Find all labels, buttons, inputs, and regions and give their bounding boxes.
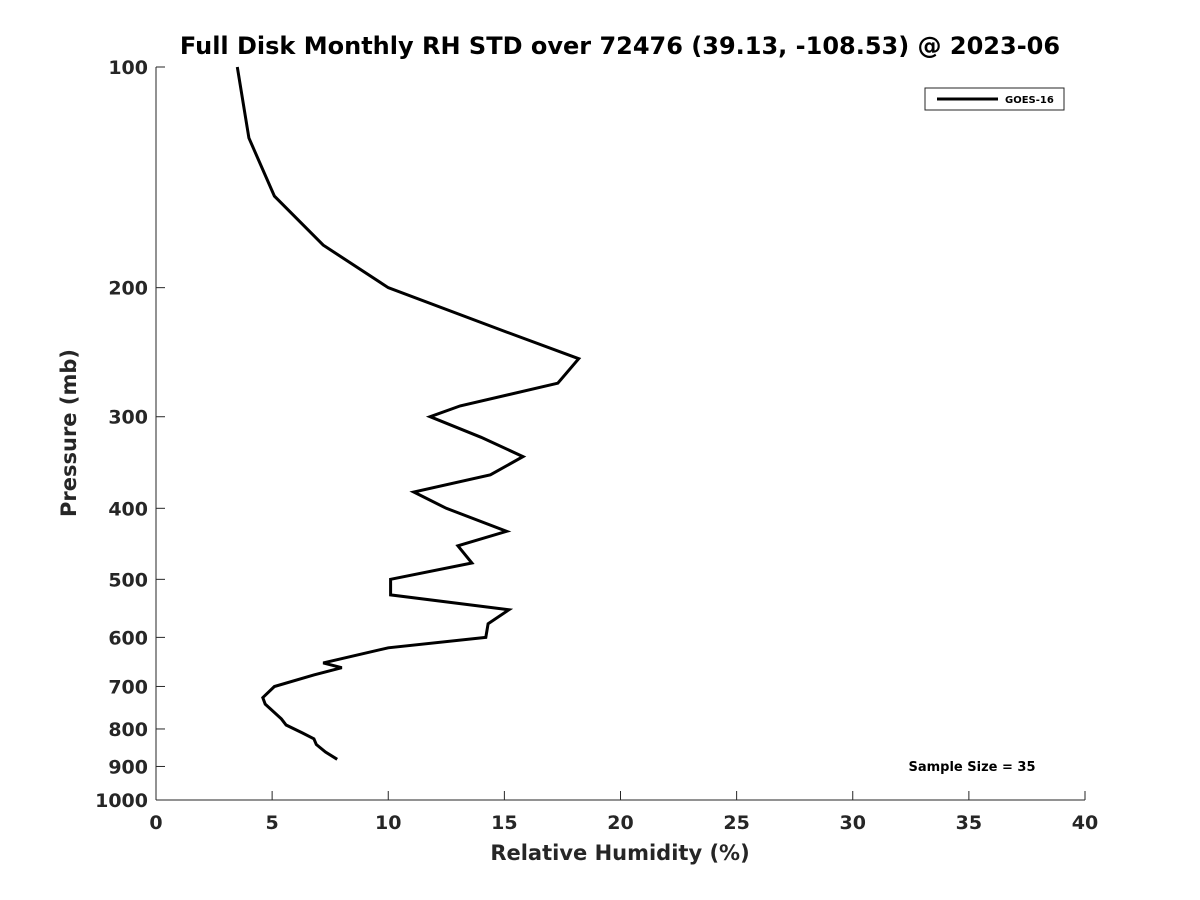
y-tick-label: 700 — [108, 676, 148, 698]
x-tick-label: 5 — [266, 812, 279, 834]
plot-area: 0 5 10 15 20 25 30 35 40 100 200 300 400 500 600 700 80… — [95, 57, 1098, 834]
legend: GOES-16 — [924, 87, 1065, 111]
x-tick-label: 20 — [607, 812, 633, 834]
y-tick-label: 900 — [108, 756, 148, 778]
series-layer — [235, 66, 582, 761]
x-tick-label: 0 — [149, 812, 162, 834]
chart-title: Full Disk Monthly RH STD over 72476 (39.… — [180, 32, 1060, 60]
legend-label-goes-16: GOES-16 — [1005, 95, 1054, 106]
y-tick-label: 1000 — [95, 790, 148, 812]
x-ticks: 0 5 10 15 20 25 30 35 40 — [149, 791, 1098, 834]
y-tick-label: 300 — [108, 407, 148, 429]
y-tick-label: 200 — [108, 278, 148, 300]
y-tick-label: 100 — [108, 57, 148, 79]
x-tick-label: 25 — [723, 812, 749, 834]
x-tick-label: 10 — [375, 812, 401, 834]
x-tick-label: 30 — [840, 812, 866, 834]
y-tick-label: 500 — [108, 569, 148, 591]
x-tick-label: 15 — [491, 812, 517, 834]
y-axis-label: Pressure (mb) — [57, 349, 81, 517]
y-ticks: 100 200 300 400 500 600 700 800 900 1000 — [95, 57, 165, 812]
series-line-goes-16 — [235, 66, 582, 761]
y-tick-label: 800 — [108, 719, 148, 741]
y-tick-label: 400 — [108, 498, 148, 520]
y-tick-label: 600 — [108, 627, 148, 649]
sample-size-annotation: Sample Size = 35 — [908, 760, 1035, 775]
x-tick-label: 35 — [956, 812, 982, 834]
x-tick-label: 40 — [1072, 812, 1098, 834]
x-axis-label: Relative Humidity (%) — [490, 841, 749, 865]
